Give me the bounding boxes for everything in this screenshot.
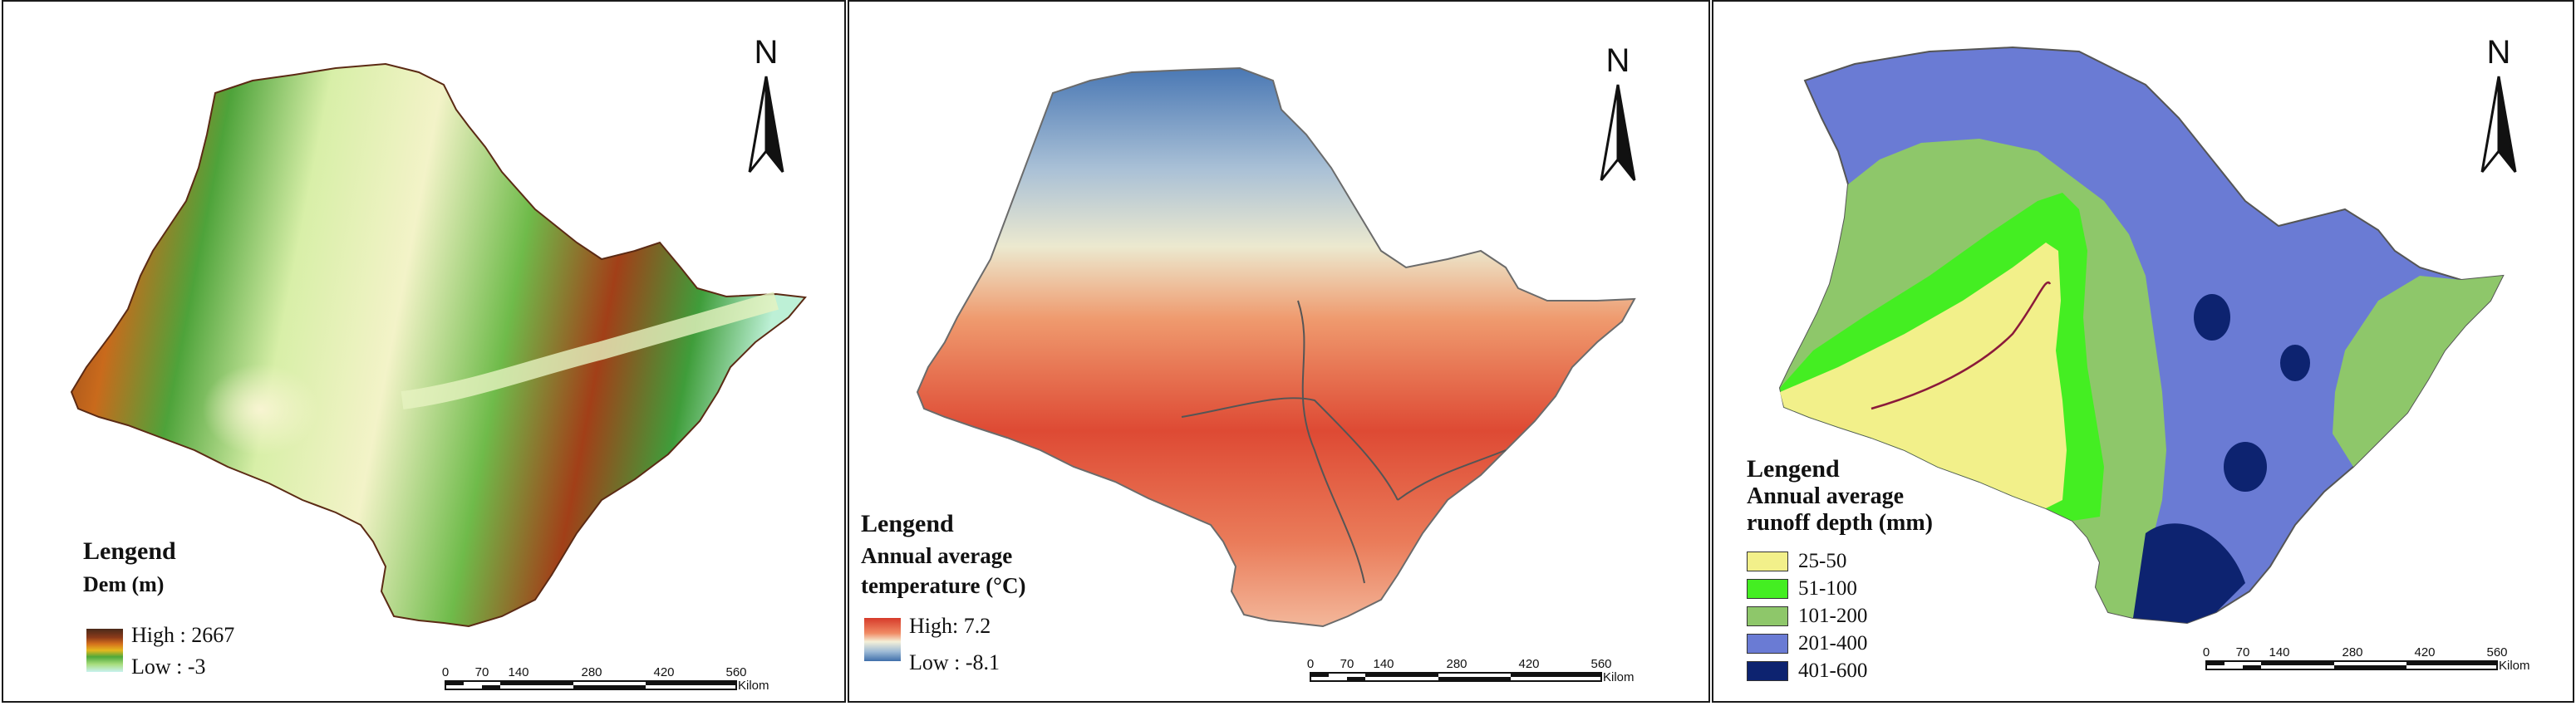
scale-tick: 140 xyxy=(1373,657,1394,671)
legend-low-label: Low : -3 xyxy=(131,655,206,679)
legend-title: Lengend xyxy=(1747,455,1840,483)
legend-class-item: 51-100 xyxy=(1747,577,1857,601)
scale-tick: 420 xyxy=(653,665,674,679)
scale-tick: 70 xyxy=(1340,657,1354,671)
north-label: N xyxy=(1606,42,1630,79)
north-label: N xyxy=(755,34,779,71)
temperature-region-shape xyxy=(916,66,1636,628)
scale-tick: 0 xyxy=(1307,657,1314,671)
legend-high-label: High : 2667 xyxy=(131,623,235,647)
legend-class-label: 51-100 xyxy=(1798,577,1857,600)
legend-subtitle-line1: Annual average xyxy=(1747,483,1904,509)
scale-unit: Kilometers xyxy=(1603,670,1635,684)
legend-title: Lengend xyxy=(861,510,954,537)
scale-tick: 280 xyxy=(581,665,602,679)
temperature-color-ramp xyxy=(864,618,901,661)
dem-region-shape xyxy=(70,62,807,628)
legend-subtitle: Dem (m) xyxy=(83,572,165,596)
runoff-class-401-600-patch xyxy=(2194,294,2230,341)
north-label: N xyxy=(2487,34,2511,71)
legend-high-label: High: 7.2 xyxy=(909,614,991,638)
north-arrow-icon: N xyxy=(2480,34,2517,173)
legend-subtitle-line2: runoff depth (mm) xyxy=(1747,510,1933,536)
temperature-map-panel: Lengend Annual average temperature (°C) … xyxy=(848,0,1710,703)
runoff-map xyxy=(1778,46,2505,625)
scale-tick: 70 xyxy=(475,665,489,679)
scale-tick: 420 xyxy=(2414,645,2435,659)
legend-class-label: 401-600 xyxy=(1798,659,1868,682)
runoff-class-401-600-patch xyxy=(2133,523,2245,623)
dem-color-ramp xyxy=(86,629,123,672)
runoff-map-panel: Lengend Annual average runoff depth (mm)… xyxy=(1712,0,2574,703)
legend-class-label: 201-400 xyxy=(1798,632,1868,655)
dem-map xyxy=(70,62,807,628)
scale-tick: 280 xyxy=(1446,657,1467,671)
legend-swatch xyxy=(1747,661,1788,681)
scale-bar: 0 70 140 280 420 560 Kilometers xyxy=(442,665,769,693)
legend-swatch xyxy=(1747,579,1788,599)
scale-unit: Kilometers xyxy=(738,679,769,693)
scale-bar: 0 70 140 280 420 560 Kilometers xyxy=(2203,645,2530,673)
scale-tick: 280 xyxy=(2342,645,2362,659)
scale-unit: Kilometers xyxy=(2499,659,2530,673)
scale-tick: 0 xyxy=(442,665,449,679)
scale-tick: 0 xyxy=(2203,645,2210,659)
north-arrow-icon: N xyxy=(748,34,784,173)
scale-tick: 560 xyxy=(2486,645,2507,659)
scale-tick: 140 xyxy=(2269,645,2289,659)
legend-class-label: 25-50 xyxy=(1798,550,1847,572)
scale-bar: 0 70 140 280 420 560 Kilometers xyxy=(1307,657,1635,684)
temperature-map xyxy=(916,66,1636,628)
legend-class-item: 25-50 xyxy=(1747,550,1846,573)
legend-class-item: 201-400 xyxy=(1747,632,1867,655)
legend-low-label: Low : -8.1 xyxy=(909,650,1000,674)
dem-map-panel: Lengend Dem (m) High : 2667 Low : -3 N 0… xyxy=(2,0,846,703)
dem-valley xyxy=(401,292,779,409)
legend-subtitle-line2: temperature (°C) xyxy=(861,573,1026,598)
legend-swatch xyxy=(1747,634,1788,654)
north-arrow-icon: N xyxy=(1600,42,1636,181)
legend-class-item: 101-200 xyxy=(1747,605,1867,628)
province-boundary xyxy=(1181,397,1399,501)
legend-swatch xyxy=(1747,606,1788,626)
scale-tick: 140 xyxy=(508,665,528,679)
dem-plain-lowland xyxy=(186,309,419,492)
isoline xyxy=(1871,281,2052,410)
legend-swatch xyxy=(1747,552,1788,571)
runoff-class-101-200-east xyxy=(2333,276,2503,467)
legend-class-item: 401-600 xyxy=(1747,659,1867,683)
legend-class-label: 101-200 xyxy=(1798,605,1868,627)
runoff-class-25-50 xyxy=(1780,243,2067,508)
legend-subtitle-line1: Annual average xyxy=(861,543,1013,568)
province-boundary xyxy=(1397,449,1507,501)
legend-title: Lengend xyxy=(83,537,176,565)
province-boundary xyxy=(1297,300,1365,584)
runoff-class-401-600-patch xyxy=(2280,345,2310,381)
scale-tick: 70 xyxy=(2236,645,2250,659)
runoff-class-401-600-patch xyxy=(2224,442,2267,492)
scale-tick: 560 xyxy=(725,665,746,679)
scale-tick: 560 xyxy=(1590,657,1611,671)
scale-tick: 420 xyxy=(1518,657,1539,671)
